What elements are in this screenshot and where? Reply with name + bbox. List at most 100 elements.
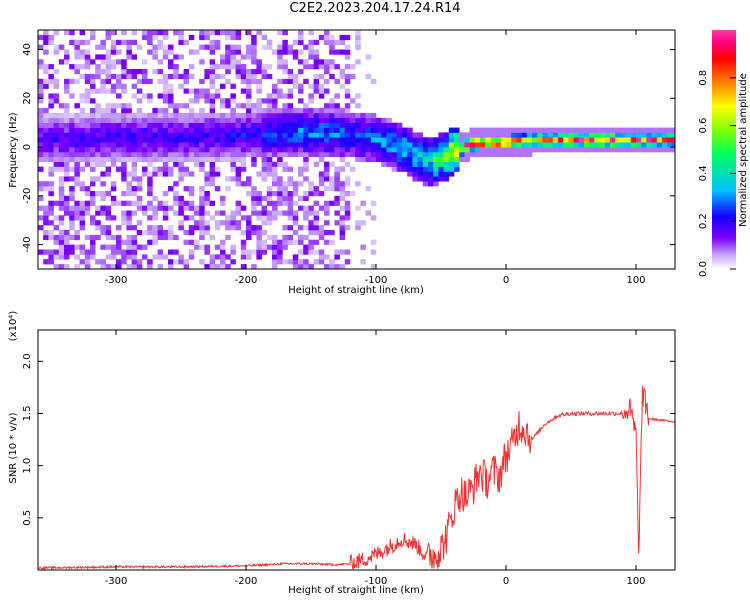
spectrogram-cell bbox=[298, 122, 304, 128]
spectrogram-cell bbox=[261, 171, 268, 177]
spectrogram-cell bbox=[246, 225, 252, 231]
spectrogram-cell bbox=[225, 78, 231, 84]
spectrogram-cell bbox=[443, 161, 450, 167]
spectrogram-cell bbox=[324, 171, 330, 177]
spectrogram-cell bbox=[240, 132, 247, 138]
spectrogram-cell bbox=[173, 142, 179, 148]
spectrogram-cell bbox=[157, 137, 164, 143]
spectrogram-cell bbox=[126, 186, 132, 192]
spectrogram-cell bbox=[121, 215, 127, 221]
spectrogram-cell bbox=[656, 132, 663, 138]
spectrogram-cell bbox=[162, 151, 169, 158]
spectrogram-cell bbox=[651, 132, 658, 138]
spectrogram-cell bbox=[220, 244, 226, 250]
spectrogram-cell bbox=[303, 127, 309, 133]
spectrogram-cell bbox=[443, 132, 450, 138]
spectrogram-cell bbox=[183, 127, 190, 133]
spectrogram-cell bbox=[136, 117, 143, 123]
spectrogram-cell bbox=[131, 69, 138, 75]
spectrogram-cell bbox=[220, 73, 226, 80]
spectrogram-cell bbox=[391, 122, 398, 128]
spectrogram-cell bbox=[48, 137, 54, 143]
spectrogram-cell bbox=[256, 200, 262, 206]
spectrogram-cell bbox=[339, 147, 346, 153]
spectrogram-cell bbox=[443, 166, 450, 172]
spectrogram-cell bbox=[526, 132, 533, 138]
spectrogram-cell bbox=[204, 142, 210, 148]
spectrogram-cell bbox=[74, 127, 80, 133]
spectrogram-cell bbox=[589, 142, 595, 148]
spectrogram-cell bbox=[214, 210, 221, 216]
spectrogram-cell bbox=[370, 215, 377, 221]
spectrogram-cell bbox=[334, 176, 340, 182]
spectrogram-cell bbox=[79, 64, 86, 70]
spectrogram-cell bbox=[370, 142, 377, 148]
spectrogram-cell bbox=[121, 254, 127, 260]
spectrogram-cell bbox=[147, 34, 153, 41]
spectrogram-cell bbox=[121, 83, 127, 89]
spectrogram-cell bbox=[272, 93, 278, 99]
spectrogram-cell bbox=[344, 44, 351, 50]
spectrogram-cell bbox=[313, 151, 320, 158]
spectrogram-cell bbox=[350, 98, 356, 104]
spectrogram-cell bbox=[142, 127, 148, 133]
spectrogram-cell bbox=[220, 103, 226, 109]
spectrogram-cell bbox=[126, 147, 132, 153]
spectrogram-cell bbox=[324, 186, 330, 192]
spectrogram-cell bbox=[324, 220, 330, 226]
snr-series-line bbox=[38, 385, 675, 570]
spectrogram-cell bbox=[142, 156, 148, 162]
spectrogram-cell bbox=[110, 200, 117, 206]
spectrogram-cell bbox=[126, 249, 132, 255]
spectrogram-cell bbox=[636, 137, 642, 143]
spectrogram-cell bbox=[313, 142, 320, 148]
spectrogram-cell bbox=[240, 117, 247, 123]
spectrogram-cell bbox=[589, 137, 595, 143]
spectrogram-cell bbox=[313, 161, 320, 167]
spectrogram-cell bbox=[251, 230, 257, 236]
spectrogram-cell bbox=[214, 147, 221, 153]
spectrogram-cell bbox=[58, 234, 65, 241]
spectrogram-cell bbox=[370, 127, 377, 133]
spectrogram-cell bbox=[334, 186, 340, 192]
spectrogram-cell bbox=[485, 142, 491, 148]
spectrogram-cell bbox=[136, 112, 143, 119]
spectrogram-cell bbox=[443, 176, 450, 182]
spectrogram-cell bbox=[261, 69, 268, 75]
spectrogram-cell bbox=[131, 93, 138, 99]
spectrogram-cell bbox=[334, 137, 340, 143]
spectrogram-cell bbox=[126, 264, 132, 269]
spectrogram-cell bbox=[48, 73, 54, 80]
spectrogram-cell bbox=[438, 151, 444, 158]
spectrogram-cell bbox=[298, 195, 304, 201]
spectrogram-cell bbox=[636, 127, 642, 133]
spectrogram-cell bbox=[58, 191, 65, 197]
spectrogram-cell bbox=[537, 147, 543, 153]
spectrogram-cell bbox=[152, 30, 158, 36]
spectrogram-cell bbox=[365, 186, 372, 192]
spectrogram-cell bbox=[318, 147, 325, 153]
spectrogram-cell bbox=[84, 64, 91, 70]
spectrogram-cell bbox=[199, 122, 205, 128]
spectrogram-cell bbox=[38, 181, 44, 187]
spectrogram-cell bbox=[298, 127, 304, 133]
spectrogram-cell bbox=[287, 93, 294, 99]
spectrogram-cell bbox=[251, 54, 257, 60]
spectrogram-cell bbox=[121, 200, 127, 206]
spectrogram-cell bbox=[625, 127, 632, 133]
colorbar-ticks: 0.00.20.40.60.8 bbox=[698, 70, 736, 277]
spectrogram-cell bbox=[152, 239, 158, 245]
spectrogram-cell bbox=[339, 249, 346, 255]
spectrogram-cell bbox=[126, 44, 132, 50]
spectrogram-cell bbox=[121, 108, 127, 114]
spectrogram-cell bbox=[636, 132, 642, 138]
spectrogram-cell bbox=[396, 137, 403, 143]
spectrogram-cell bbox=[209, 200, 216, 206]
spectrogram-cell bbox=[230, 151, 236, 158]
spectrogram-cell bbox=[48, 234, 54, 241]
spectrogram-cell bbox=[64, 244, 70, 250]
spectrogram-cell bbox=[412, 137, 418, 143]
spectrogram-cell bbox=[292, 220, 299, 226]
spectrogram-cell bbox=[95, 54, 101, 60]
spectrogram-cell bbox=[136, 108, 143, 114]
